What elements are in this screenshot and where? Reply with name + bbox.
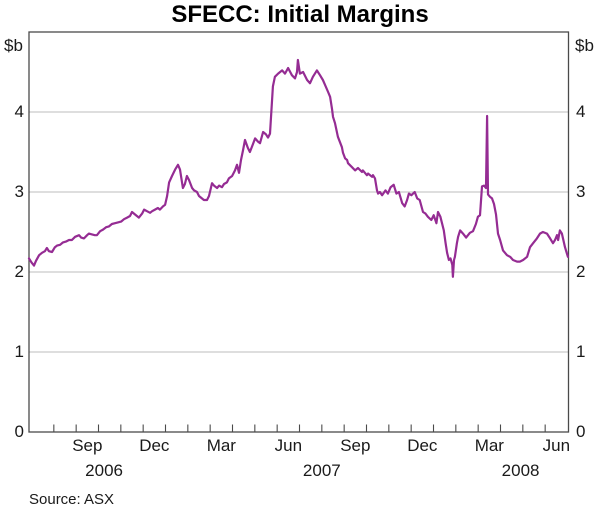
x-tick-label-month: Jun: [542, 436, 571, 455]
plot-border: [28, 31, 570, 433]
source-note: Source: ASX: [29, 491, 115, 508]
x-tick-label-month: Jun: [274, 436, 303, 455]
y-tick-label-left: 3: [14, 182, 24, 201]
y-tick-label-left: 1: [14, 342, 24, 361]
y-axis-unit-left: $b: [4, 36, 23, 55]
x-tick-label-month: Dec: [407, 436, 438, 455]
x-tick-label-year: 2008: [501, 461, 540, 480]
y-axis-unit-right: $b: [575, 36, 594, 55]
x-tick-label-month: Sep: [340, 436, 371, 455]
x-tick-label-month: Mar: [474, 436, 504, 455]
x-tick-label-year: 2006: [85, 461, 123, 480]
x-tick-label-year: 2007: [302, 461, 341, 480]
y-tick-label-right: 4: [576, 102, 586, 121]
x-tick-label-month: Sep: [72, 436, 103, 455]
chart-title: SFECC: Initial Margins: [171, 1, 429, 28]
x-tick-label-month: Dec: [139, 436, 170, 455]
x-tick-label-month: Mar: [206, 436, 236, 455]
y-tick-label-right: 0: [576, 422, 586, 441]
y-tick-label-right: 1: [576, 342, 586, 361]
y-tick-label-right: 3: [576, 182, 586, 201]
y-tick-label-right: 2: [576, 262, 586, 281]
margins-line: [27, 58, 570, 278]
y-tick-label-left: 0: [14, 422, 24, 441]
y-tick-label-left: 4: [14, 102, 24, 121]
y-tick-label-left: 2: [14, 262, 24, 281]
